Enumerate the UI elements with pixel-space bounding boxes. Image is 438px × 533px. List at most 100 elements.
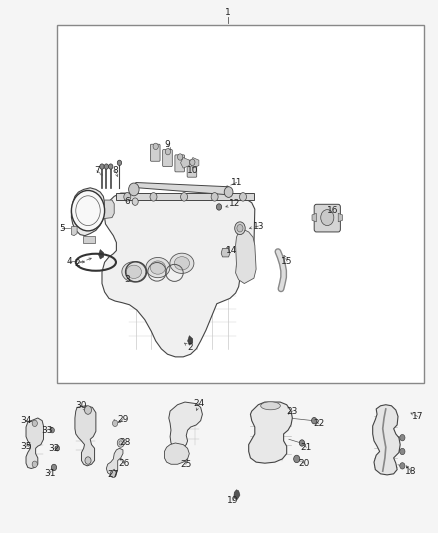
Polygon shape — [106, 448, 123, 475]
Ellipse shape — [150, 261, 166, 274]
Circle shape — [85, 406, 92, 414]
Text: 17: 17 — [412, 412, 424, 421]
Text: 3: 3 — [124, 274, 130, 284]
Polygon shape — [103, 200, 114, 219]
Text: 10: 10 — [187, 166, 198, 175]
Text: 5: 5 — [59, 224, 65, 233]
FancyBboxPatch shape — [314, 204, 340, 232]
Text: 33: 33 — [41, 426, 52, 435]
Circle shape — [32, 461, 37, 467]
Circle shape — [153, 143, 158, 150]
Circle shape — [180, 192, 187, 201]
Text: 26: 26 — [118, 459, 130, 467]
Circle shape — [50, 427, 54, 433]
Polygon shape — [71, 188, 105, 236]
Text: 27: 27 — [108, 471, 119, 479]
Text: 22: 22 — [313, 419, 324, 428]
Ellipse shape — [122, 262, 146, 282]
Polygon shape — [249, 402, 292, 463]
Circle shape — [400, 434, 405, 441]
Text: 34: 34 — [20, 416, 32, 425]
Polygon shape — [164, 443, 189, 464]
Text: 25: 25 — [180, 460, 191, 469]
Polygon shape — [83, 236, 95, 243]
Text: 13: 13 — [253, 222, 264, 231]
Text: 2: 2 — [188, 343, 194, 352]
Text: 24: 24 — [193, 399, 205, 408]
Text: 35: 35 — [20, 442, 32, 451]
Ellipse shape — [126, 265, 141, 278]
Circle shape — [190, 159, 195, 165]
Circle shape — [71, 190, 105, 231]
Polygon shape — [26, 418, 43, 469]
Text: 23: 23 — [286, 407, 298, 416]
FancyBboxPatch shape — [175, 155, 184, 172]
Circle shape — [51, 464, 57, 471]
Circle shape — [224, 187, 233, 197]
FancyBboxPatch shape — [187, 160, 197, 177]
Text: 8: 8 — [113, 166, 118, 175]
Text: 11: 11 — [231, 178, 242, 187]
Polygon shape — [71, 227, 77, 236]
Text: 18: 18 — [405, 467, 417, 475]
Circle shape — [400, 448, 405, 455]
Polygon shape — [117, 193, 254, 200]
Circle shape — [55, 446, 60, 451]
Polygon shape — [234, 490, 240, 499]
Polygon shape — [236, 229, 256, 284]
Polygon shape — [102, 193, 255, 357]
Text: 6: 6 — [124, 197, 130, 206]
Circle shape — [113, 420, 118, 426]
Circle shape — [321, 209, 334, 225]
Polygon shape — [180, 158, 189, 168]
Polygon shape — [187, 336, 193, 345]
Text: 9: 9 — [165, 140, 170, 149]
Text: 19: 19 — [227, 496, 239, 505]
Polygon shape — [190, 158, 199, 168]
Text: 14: 14 — [226, 246, 238, 255]
Circle shape — [211, 192, 218, 201]
Circle shape — [100, 164, 104, 169]
FancyBboxPatch shape — [150, 144, 160, 161]
Circle shape — [109, 164, 113, 169]
Circle shape — [132, 198, 138, 205]
Text: 31: 31 — [44, 470, 55, 478]
Circle shape — [293, 455, 300, 463]
Ellipse shape — [146, 257, 170, 278]
Circle shape — [32, 420, 37, 426]
Circle shape — [299, 440, 304, 446]
Circle shape — [165, 149, 170, 155]
Ellipse shape — [261, 402, 280, 410]
Circle shape — [129, 183, 139, 196]
Polygon shape — [132, 182, 231, 195]
Text: 28: 28 — [119, 439, 131, 448]
Text: 20: 20 — [298, 459, 310, 467]
Text: 1: 1 — [225, 8, 231, 17]
Circle shape — [117, 160, 122, 165]
Text: 21: 21 — [300, 443, 312, 452]
Circle shape — [124, 192, 131, 201]
Circle shape — [110, 470, 117, 478]
Polygon shape — [169, 402, 202, 448]
Text: 7: 7 — [94, 166, 99, 175]
Text: 32: 32 — [48, 444, 60, 453]
Bar — [57, 25, 424, 383]
Circle shape — [177, 154, 183, 160]
Circle shape — [85, 457, 91, 464]
FancyBboxPatch shape — [162, 150, 172, 166]
Polygon shape — [99, 249, 104, 259]
Polygon shape — [75, 406, 96, 466]
Circle shape — [235, 222, 245, 235]
Circle shape — [311, 417, 317, 424]
Polygon shape — [373, 405, 400, 475]
Text: 29: 29 — [117, 415, 129, 424]
Polygon shape — [312, 213, 316, 222]
Ellipse shape — [170, 253, 194, 273]
Circle shape — [104, 164, 109, 169]
Circle shape — [117, 439, 124, 447]
Circle shape — [150, 192, 157, 201]
Text: 15: 15 — [281, 257, 293, 265]
Text: 4: 4 — [67, 257, 73, 265]
Text: 16: 16 — [327, 206, 338, 215]
Circle shape — [237, 224, 243, 232]
